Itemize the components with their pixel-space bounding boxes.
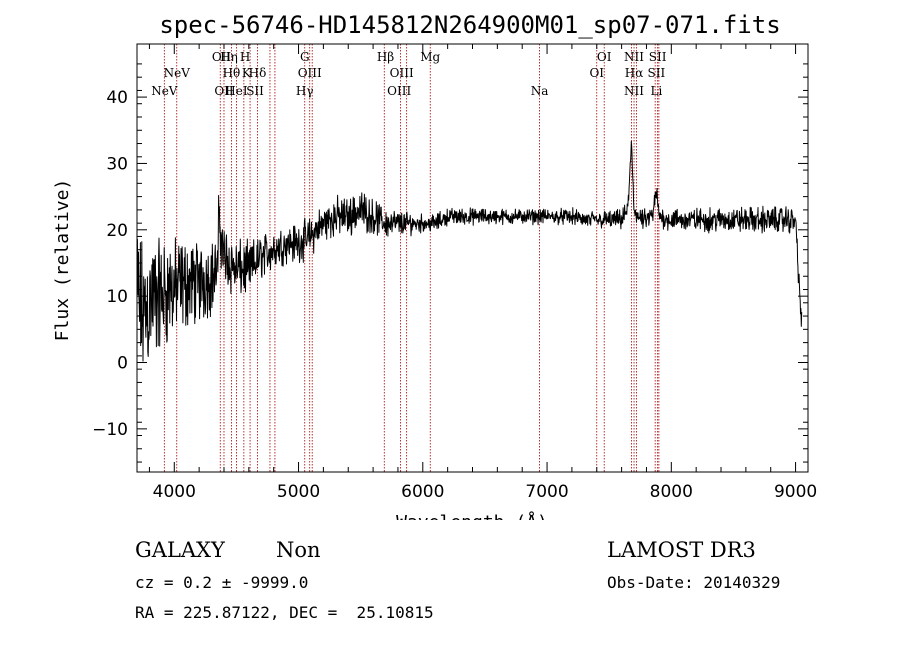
spectral-line-label: Li <box>650 84 662 98</box>
spectral-line-label: NeV <box>164 66 191 80</box>
spectral-line-label: G <box>300 50 310 64</box>
spectral-line-label: K <box>242 66 252 80</box>
spectral-line-label: Na <box>531 84 549 98</box>
spectral-line-label: SII <box>246 84 264 98</box>
object-class: GALAXY <box>135 538 225 562</box>
y-tick-label: −10 <box>92 420 128 440</box>
coordinates: RA = 225.87122, DEC = 25.10815 <box>135 603 434 622</box>
y-tick-label: 0 <box>117 354 128 374</box>
y-tick-label: 20 <box>106 221 128 241</box>
spectral-line-label: Hβ <box>377 50 394 64</box>
spectrum-plot: spec-56746-HD145812N264900M01_sp07-071.f… <box>52 11 817 520</box>
x-tick-label: 5000 <box>277 482 320 502</box>
x-axis: 4000 5000 6000 7000 8000 9000 <box>148 44 817 502</box>
spectral-line-label: Hθ <box>223 66 241 80</box>
spectral-line-label: OIII <box>387 84 411 98</box>
spectral-line-label: H <box>240 50 250 64</box>
obs-date: Obs-Date: 20140329 <box>607 573 781 592</box>
spectral-line-labels: NeVNeVOIIHηHθOIIHeIHKHδSIIGOIIIHγHβOIIIO… <box>151 50 667 98</box>
y-axis-label: Flux (relative) <box>52 179 73 342</box>
x-tick-label: 4000 <box>153 482 196 502</box>
spectral-line-label: OI <box>597 50 612 64</box>
x-tick-label: 9000 <box>774 482 817 502</box>
spectral-line-label: NII <box>624 84 644 98</box>
chart-title: spec-56746-HD145812N264900M01_sp07-071.f… <box>159 11 780 39</box>
spectral-line-label: SII <box>649 50 667 64</box>
spectral-line-label: Hγ <box>296 84 314 98</box>
spectral-line-label: Mg <box>420 50 440 64</box>
spectral-line-label: OIII <box>298 66 322 80</box>
spectral-line-label: NII <box>624 50 644 64</box>
spectral-line-label: Hδ <box>249 66 267 80</box>
plot-frame <box>136 43 809 473</box>
object-subclass: Non <box>276 538 321 562</box>
redshift-readout: cz = 0.2 ± -9999.0 <box>135 573 309 592</box>
x-tick-label: 6000 <box>401 482 444 502</box>
x-tick-label: 7000 <box>525 482 568 502</box>
y-tick-label: 10 <box>106 287 128 307</box>
survey-name: LAMOST DR3 <box>607 538 756 562</box>
spectral-line-label: OI <box>589 66 604 80</box>
spectrum-line <box>136 140 803 362</box>
spectral-line-label: Hα <box>625 66 644 80</box>
spectral-line-label: NeV <box>151 84 178 98</box>
y-axis: −10 0 10 20 30 40 <box>92 63 808 463</box>
y-tick-label: 30 <box>106 154 128 174</box>
x-tick-label: 8000 <box>650 482 693 502</box>
x-axis-label: Wavelength (Å) <box>396 511 548 520</box>
spectral-line-label: OII <box>214 84 234 98</box>
spectral-line-label: HeI <box>225 84 248 98</box>
spectral-line-label: OIII <box>390 66 414 80</box>
y-tick-label: 40 <box>106 88 128 108</box>
spectral-line-label: SII <box>648 66 666 80</box>
spectral-line-label: OII <box>212 50 232 64</box>
spectral-line-label: Hη <box>220 50 238 64</box>
